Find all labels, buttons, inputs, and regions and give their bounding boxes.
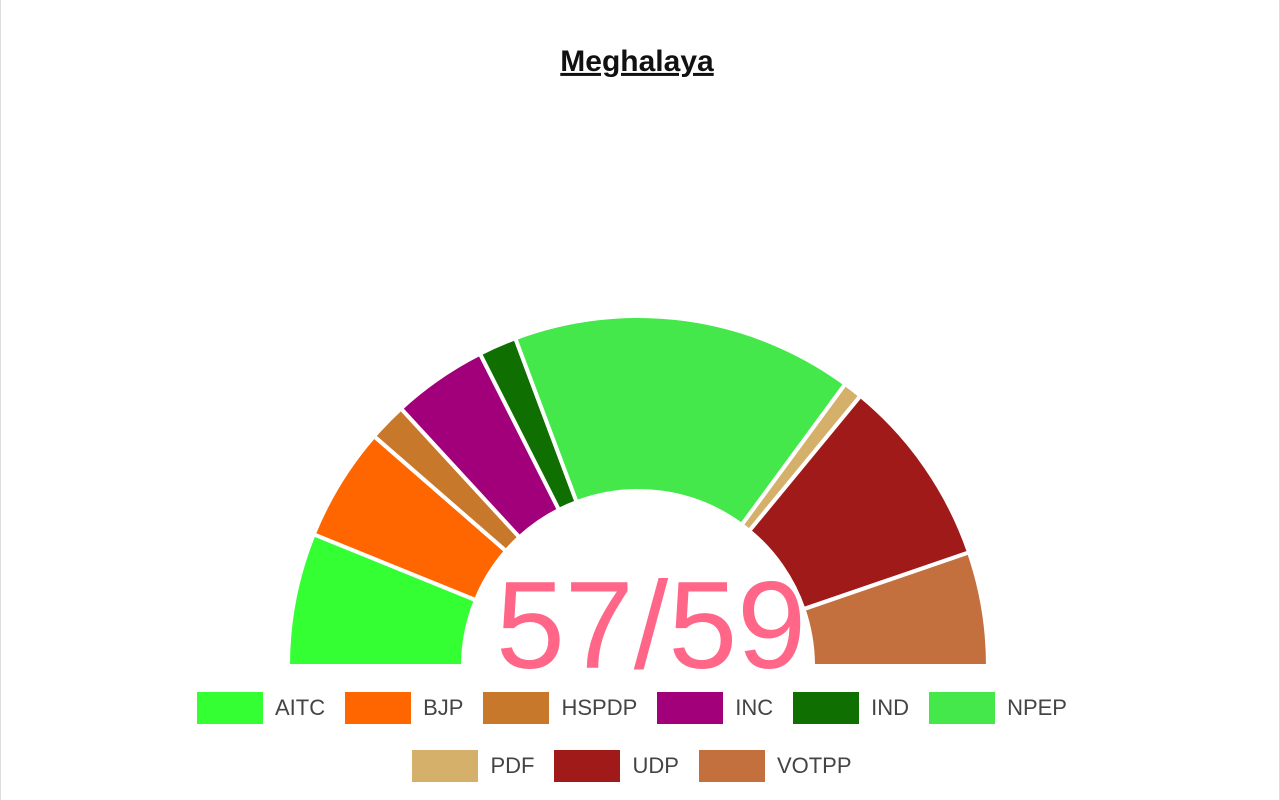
legend-item: VOTPP [698, 750, 860, 782]
legend-label: INC [735, 695, 774, 720]
legend-item: INC [657, 692, 781, 724]
legend-item: NPEP [929, 692, 1075, 724]
legend-label: NPEP [1007, 695, 1067, 720]
legend-swatch [698, 750, 765, 782]
segment [800, 549, 991, 668]
legend-item: HSPDP [483, 692, 645, 724]
legend-swatch [197, 692, 263, 724]
legend-swatch [554, 750, 621, 782]
center-label: 57/59 [496, 557, 806, 695]
legend-label: BJP [423, 695, 464, 720]
legend-label: AITC [275, 695, 326, 720]
legend-swatch [483, 692, 550, 724]
legend-item: PDF [412, 750, 542, 782]
legend-item: AITC [197, 692, 333, 724]
legend-item: IND [793, 692, 917, 724]
chart-title: Meghalaya [560, 45, 714, 78]
legend: AITC BJP HSPDP INC IND NPEP PDF UDP VOTPP [191, 692, 1081, 782]
legend-item: UDP [554, 750, 686, 782]
legend-label: PDF [490, 753, 535, 778]
legend-swatch [412, 750, 479, 782]
segment [512, 314, 849, 528]
legend-swatch [793, 692, 860, 724]
legend-swatch [929, 692, 996, 724]
legend-label: VOTPP [776, 753, 852, 778]
legend-swatch [657, 692, 724, 724]
legend-item: BJP [345, 692, 471, 724]
legend-swatch [345, 692, 412, 724]
legend-label: IND [871, 695, 910, 720]
legend-label: UDP [632, 753, 679, 778]
legend-label: HSPDP [561, 695, 638, 720]
